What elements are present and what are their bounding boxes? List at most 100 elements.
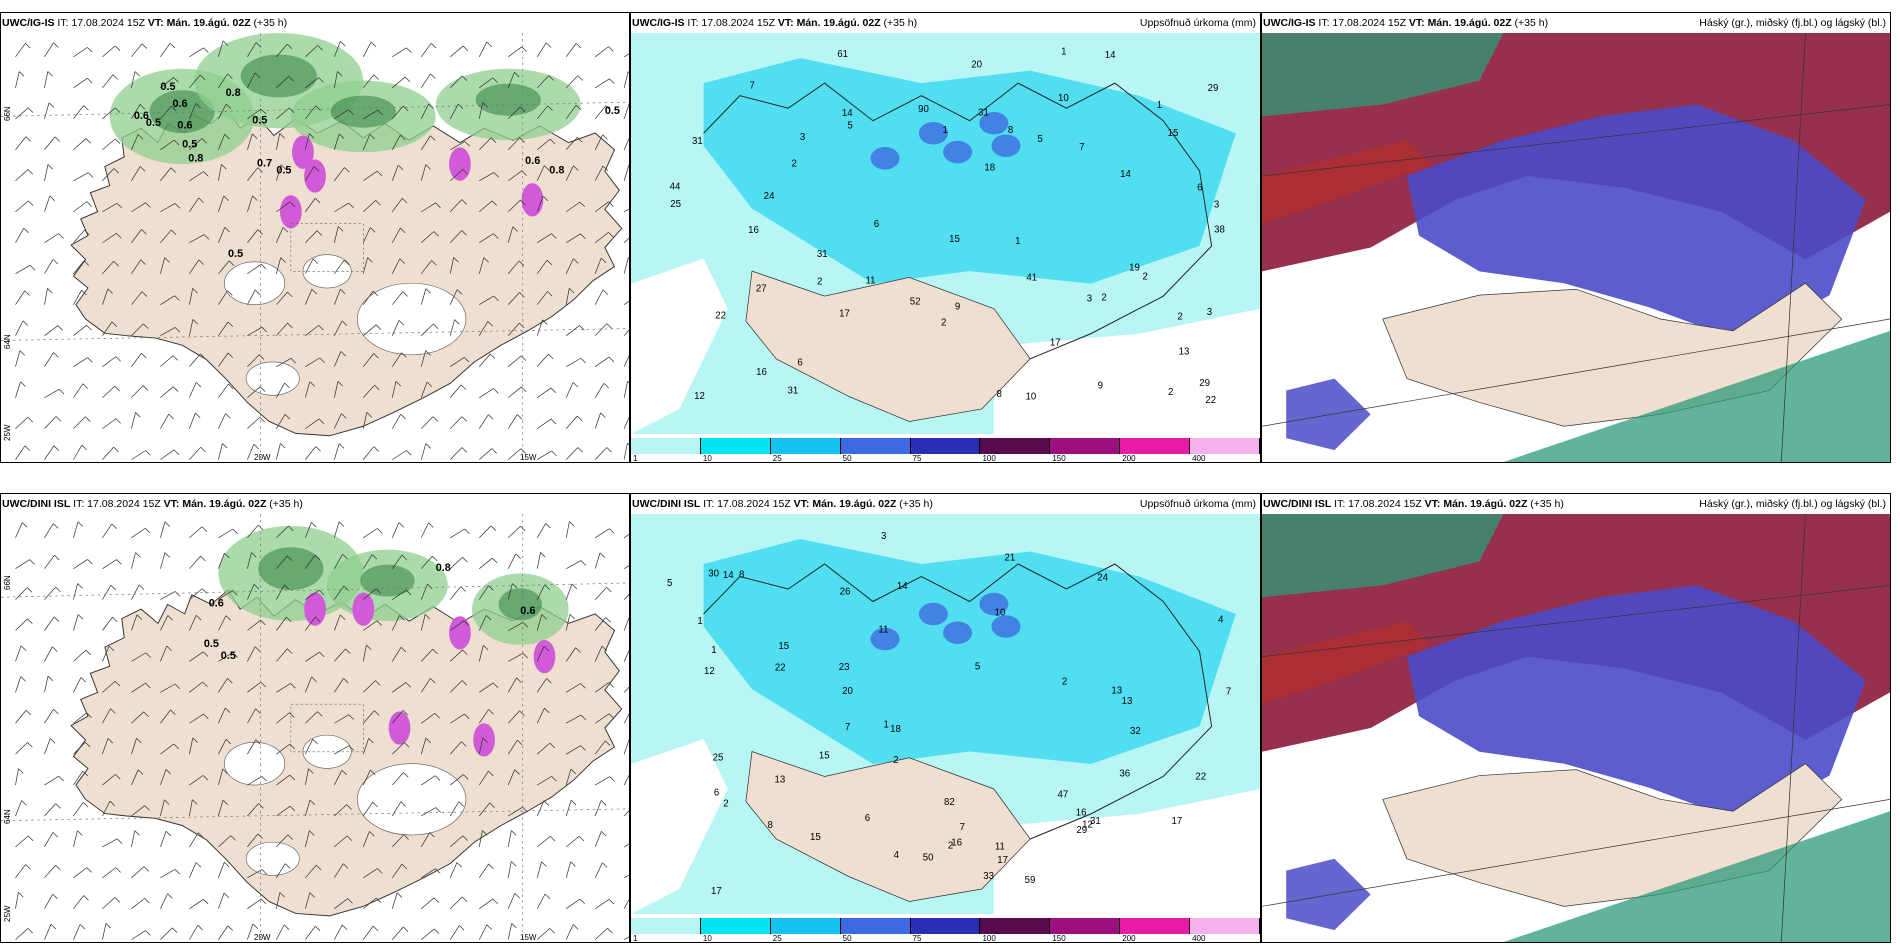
wind-barb — [73, 649, 87, 662]
wind-barb-flag — [200, 555, 206, 562]
wind-barb — [218, 553, 225, 569]
precip-value: 0.5 — [276, 165, 291, 177]
wind-barb — [160, 799, 165, 817]
wind-barb-flag — [285, 863, 291, 869]
precip-value: 15 — [1168, 128, 1179, 139]
precip-value: 7 — [845, 722, 850, 733]
wind-barb — [565, 447, 579, 460]
wind-barb-flag — [608, 899, 615, 905]
glacier — [245, 361, 300, 396]
precip-value: 0.6 — [209, 598, 224, 610]
wind-barb — [594, 862, 603, 878]
wind-barb-flag — [289, 774, 295, 781]
wind-barb — [623, 650, 629, 662]
wind-barb-flag — [316, 864, 322, 871]
lat-grid — [1, 328, 629, 341]
wind-barb — [73, 867, 88, 879]
wind-barb — [623, 137, 629, 150]
wind-barb-flag — [401, 554, 408, 561]
wind-barb-flag — [318, 325, 324, 331]
wind-barb — [623, 738, 629, 755]
map-wind: 0.5 0.8 0.5 0.6 0.6 0.5 0.8 0.6 0.5 0.7 0.5 0.8 0.6 0… — [1, 33, 629, 462]
wind-barb — [276, 201, 291, 213]
precip-value: 0.6 — [177, 119, 192, 131]
wind-barb-flag — [287, 291, 293, 298]
wind-barb-flag — [432, 555, 438, 562]
wind-barb — [131, 682, 146, 693]
wind-barb — [305, 325, 319, 336]
wind-barb — [73, 260, 85, 274]
wind-barb — [160, 645, 168, 662]
wind-barb-flag — [252, 923, 259, 929]
wind-barb-flag — [138, 584, 145, 590]
wind-barb — [102, 681, 116, 693]
wind-barb-flag — [141, 352, 147, 359]
wind-barb — [218, 134, 226, 150]
wind-barb-flag — [342, 924, 348, 930]
precip-core — [258, 547, 324, 591]
wind-barb — [479, 172, 495, 182]
wind-barb-flag — [287, 834, 293, 840]
wind-barb — [15, 710, 27, 724]
wind-barb-flag — [580, 745, 586, 751]
wind-barb-flag — [374, 710, 380, 716]
wind-barb-flag — [201, 138, 207, 144]
wind-barb — [73, 172, 89, 182]
wind-barb — [391, 198, 403, 212]
precip-value: 7 — [1226, 686, 1231, 697]
wind-barb-flag — [192, 737, 198, 743]
wind-barb-flag — [110, 584, 117, 591]
wind-barb — [362, 134, 371, 150]
wind-barb — [623, 874, 629, 879]
wind-barb — [479, 898, 494, 909]
wind-barb-flag — [227, 678, 233, 684]
precip-value: 0.5 — [160, 81, 175, 93]
wind-barb-flag — [575, 43, 582, 49]
wind-barb-flag — [461, 230, 467, 236]
wind-barb-flag — [551, 776, 557, 782]
wind-barb — [479, 200, 493, 213]
wind-barb — [478, 585, 489, 600]
wind-barb-flag — [546, 678, 552, 684]
legend-tick: 50 — [842, 454, 852, 463]
wind-barb-flag — [493, 172, 499, 178]
wind-barb — [44, 136, 56, 151]
wind-barb — [391, 381, 397, 398]
map-canvas: 5653631112122141722153144619029311627181… — [631, 33, 1260, 434]
wind-barb — [247, 167, 259, 181]
legend-tick: 25 — [772, 934, 782, 943]
wind-barb — [566, 560, 582, 570]
wind-barb — [450, 357, 465, 367]
wind-barb — [131, 552, 136, 569]
wind-barb-flag — [511, 830, 517, 836]
wind-barb — [73, 521, 79, 538]
wind-barb-flag — [172, 386, 179, 392]
wind-barb-flag — [314, 554, 321, 561]
wind-barb — [566, 714, 582, 724]
wind-barb-flag — [518, 260, 525, 266]
wind-barb — [478, 737, 484, 755]
wind-barb-flag — [86, 201, 92, 207]
wind-barb-flag — [24, 290, 30, 296]
wind-barb — [449, 925, 460, 940]
wind-barb-flag — [605, 740, 611, 746]
wind-barb-flag — [141, 291, 148, 297]
wind-barb — [189, 832, 199, 848]
wind-barb — [565, 136, 578, 151]
wind-barb — [536, 42, 547, 58]
legend-swatch — [980, 438, 1051, 454]
wind-barb-flag — [289, 805, 296, 812]
wind-barb — [160, 709, 171, 724]
wind-barb — [594, 617, 607, 631]
panel-ig-cloud: UWC/IG-IS IT: 17.08.2024 15Z VT: Mán. 19… — [1261, 12, 1891, 463]
wind-barb — [450, 528, 465, 539]
wind-barb-flag — [254, 646, 261, 652]
wind-barb — [189, 47, 204, 58]
wind-barb-flag — [519, 322, 525, 329]
wind-barb-flag — [308, 768, 314, 774]
legend-swatch — [840, 918, 911, 934]
wind-barb-flag — [260, 681, 266, 688]
heavy-precip — [991, 615, 1021, 638]
heavy-precip — [870, 627, 900, 651]
wind-barb-flag — [432, 648, 438, 655]
